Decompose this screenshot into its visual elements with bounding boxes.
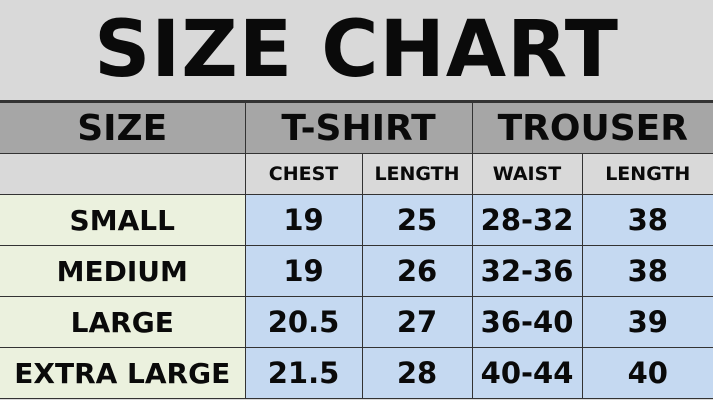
subheader-tshirt-length: LENGTH	[361, 153, 473, 195]
waist-value: 40-44	[471, 347, 583, 399]
table-row: EXTRA LARGE 21.5 28 40-44 40	[0, 347, 713, 399]
subheader-row: CHEST LENGTH WAIST LENGTH	[0, 153, 713, 195]
page-title: SIZE CHART	[0, 0, 713, 102]
header-size: SIZE	[0, 102, 246, 154]
trouser-length-value: 39	[581, 296, 713, 348]
trouser-length-value: 38	[581, 245, 713, 297]
size-chart-table: SIZE T-SHIRT TROUSER CHEST LENGTH WAIST …	[0, 102, 713, 399]
tshirt-length-value: 25	[361, 194, 473, 246]
size-label: SMALL	[0, 194, 246, 246]
chest-value: 21.5	[244, 347, 363, 399]
table-row: LARGE 20.5 27 36-40 39	[0, 296, 713, 348]
trouser-length-value: 40	[581, 347, 713, 399]
tshirt-length-value: 28	[361, 347, 473, 399]
tshirt-length-value: 26	[361, 245, 473, 297]
size-label: MEDIUM	[0, 245, 246, 297]
subheader-blank	[0, 153, 246, 195]
header-row: SIZE T-SHIRT TROUSER	[0, 102, 713, 154]
chest-value: 19	[244, 194, 363, 246]
table-row: SMALL 19 25 28-32 38	[0, 194, 713, 246]
waist-value: 32-36	[471, 245, 583, 297]
size-label: LARGE	[0, 296, 246, 348]
header-trouser: TROUSER	[471, 102, 713, 154]
waist-value: 28-32	[471, 194, 583, 246]
waist-value: 36-40	[471, 296, 583, 348]
chest-value: 19	[244, 245, 363, 297]
subheader-waist: WAIST	[471, 153, 583, 195]
subheader-trouser-length: LENGTH	[581, 153, 713, 195]
chest-value: 20.5	[244, 296, 363, 348]
trouser-length-value: 38	[581, 194, 713, 246]
size-label: EXTRA LARGE	[0, 347, 246, 399]
header-tshirt: T-SHIRT	[244, 102, 473, 154]
tshirt-length-value: 27	[361, 296, 473, 348]
table-row: MEDIUM 19 26 32-36 38	[0, 245, 713, 297]
subheader-chest: CHEST	[244, 153, 363, 195]
